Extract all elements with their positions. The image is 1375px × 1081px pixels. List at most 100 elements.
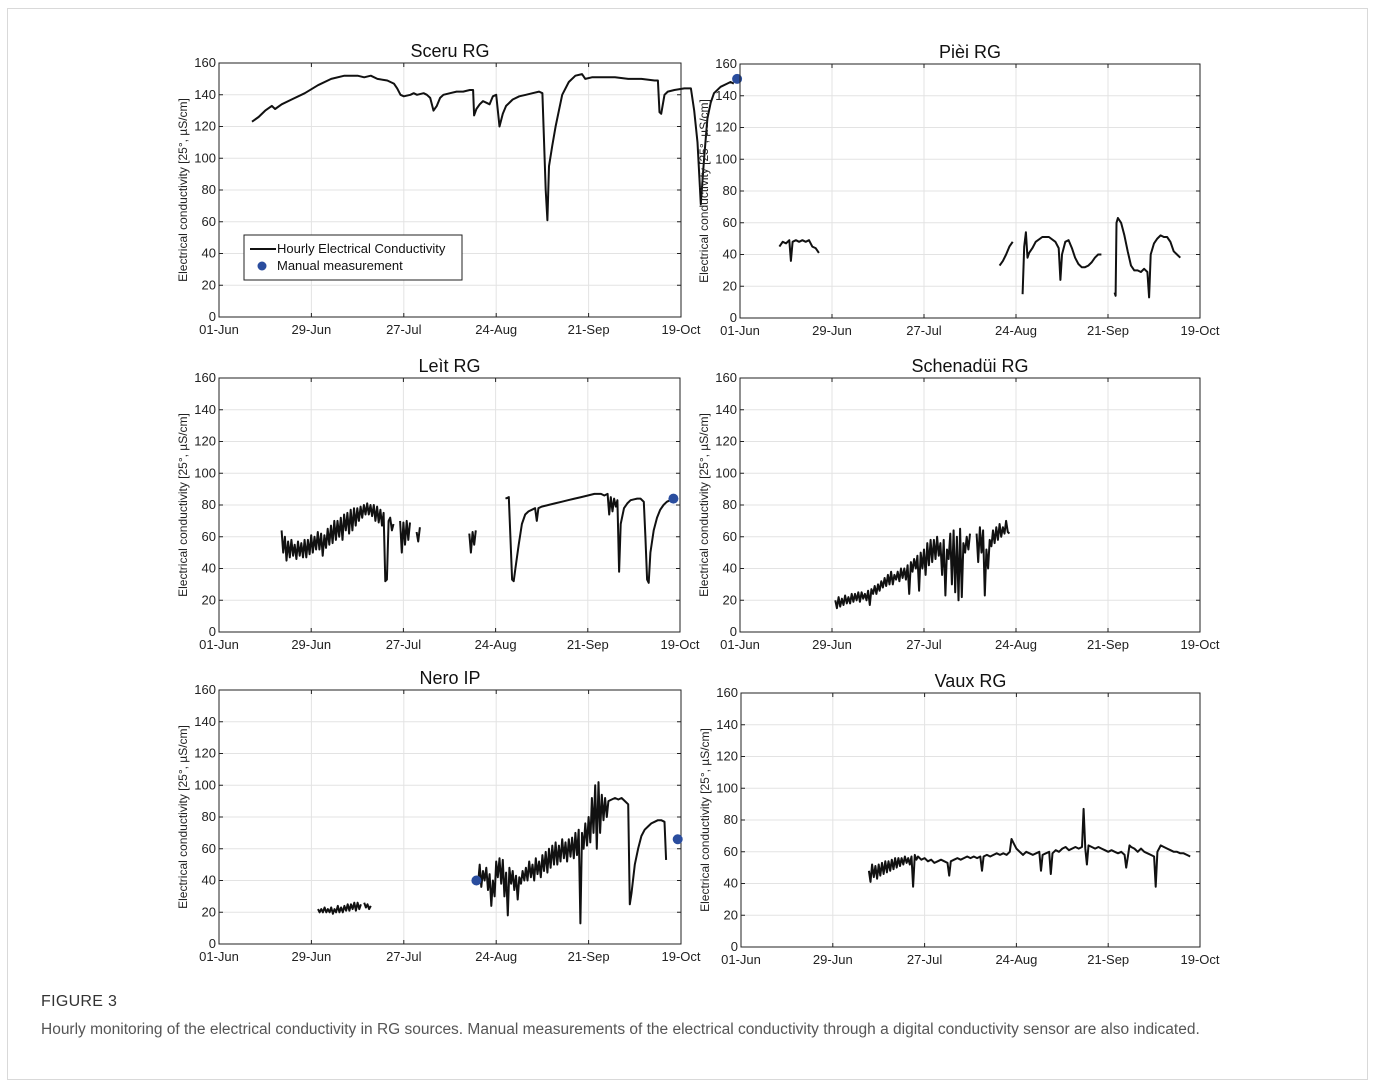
y-tick-label: 0 bbox=[209, 936, 216, 951]
manual-measurement-point bbox=[471, 875, 482, 886]
y-tick-label: 20 bbox=[202, 904, 216, 919]
chart-panel-4: 01-Jun 29-Jun 27-Jul 24-Aug 21-Sep 19-Oct 0 20 4… bbox=[176, 668, 701, 964]
panel-title: Sceru RG bbox=[410, 41, 489, 61]
y-tick-label: 0 bbox=[731, 939, 738, 954]
x-tick-label: 27-Jul bbox=[907, 952, 943, 967]
y-tick-label: 140 bbox=[194, 402, 216, 417]
ec-series-line bbox=[251, 73, 735, 222]
y-axis-label: Electrical conductivity [25°, µS/cm] bbox=[697, 413, 711, 597]
x-tick-label: 19-Oct bbox=[1180, 323, 1219, 338]
ec-series-line bbox=[1021, 231, 1102, 295]
y-tick-label: 20 bbox=[723, 278, 737, 293]
x-tick-label: 21-Sep bbox=[1087, 637, 1129, 652]
y-axis-label: Electrical conductivity [25°, µS/cm] bbox=[698, 728, 712, 912]
ec-series-line bbox=[399, 519, 411, 554]
x-tick-label: 01-Jun bbox=[199, 637, 239, 652]
y-tick-label: 160 bbox=[715, 370, 737, 385]
x-tick-label: 29-Jun bbox=[812, 637, 852, 652]
ec-series-line bbox=[975, 519, 1011, 597]
chart-panel-5: 01-Jun 29-Jun 27-Jul 24-Aug 21-Sep 19-Oct 0 20 4… bbox=[698, 671, 1220, 967]
y-axis-label: Electrical conductivity [25°, µS/cm] bbox=[176, 98, 190, 282]
x-tick-label: 21-Sep bbox=[568, 322, 610, 337]
figure-panels: 01-Jun 29-Jun 27-Jul 24-Aug 21-Sep 19-Oct 0 20 4… bbox=[176, 41, 1220, 967]
x-tick-label: 24-Aug bbox=[475, 949, 517, 964]
x-tick-label: 27-Jul bbox=[386, 949, 422, 964]
y-tick-label: 0 bbox=[730, 624, 737, 639]
x-tick-label: 19-Oct bbox=[661, 949, 700, 964]
ec-series-line bbox=[468, 530, 477, 554]
legend-entry: Hourly Electrical Conductivity bbox=[277, 241, 446, 256]
y-tick-label: 120 bbox=[194, 746, 216, 761]
y-tick-label: 100 bbox=[194, 150, 216, 165]
panel-title: Nero IP bbox=[419, 668, 480, 688]
x-tick-label: 21-Sep bbox=[1087, 952, 1129, 967]
y-tick-label: 100 bbox=[716, 780, 738, 795]
panel-title: Pièi RG bbox=[939, 42, 1001, 62]
y-tick-label: 60 bbox=[202, 841, 216, 856]
y-tick-label: 140 bbox=[194, 87, 216, 102]
x-tick-label: 21-Sep bbox=[1087, 323, 1129, 338]
ec-series-line bbox=[1113, 217, 1181, 299]
x-tick-label: 01-Jun bbox=[199, 949, 239, 964]
x-tick-label: 24-Aug bbox=[995, 637, 1037, 652]
y-tick-label: 160 bbox=[715, 56, 737, 71]
manual-measurement-point bbox=[732, 73, 743, 84]
y-tick-label: 100 bbox=[715, 151, 737, 166]
y-axis-label: Electrical conductivity [25°, µS/cm] bbox=[697, 99, 711, 283]
y-tick-label: 160 bbox=[194, 55, 216, 70]
y-axis-label: Electrical conductivity [25°, µS/cm] bbox=[176, 725, 190, 909]
y-tick-label: 60 bbox=[724, 844, 738, 859]
y-tick-label: 40 bbox=[202, 873, 216, 888]
y-tick-label: 0 bbox=[209, 624, 216, 639]
x-tick-label: 19-Oct bbox=[660, 637, 699, 652]
y-tick-label: 20 bbox=[202, 592, 216, 607]
manual-measurement-point bbox=[668, 493, 679, 504]
ec-series-line bbox=[363, 902, 372, 911]
y-tick-label: 160 bbox=[194, 682, 216, 697]
x-tick-label: 01-Jun bbox=[199, 322, 239, 337]
x-tick-label: 27-Jul bbox=[906, 637, 942, 652]
x-tick-label: 21-Sep bbox=[568, 949, 610, 964]
x-tick-label: 19-Oct bbox=[661, 322, 700, 337]
y-tick-label: 40 bbox=[724, 876, 738, 891]
ec-series-line bbox=[475, 781, 668, 925]
y-tick-label: 140 bbox=[716, 717, 738, 732]
ec-series-line bbox=[415, 527, 421, 543]
x-tick-label: 21-Sep bbox=[567, 637, 609, 652]
legend-marker-swatch bbox=[257, 261, 267, 271]
ec-series-line bbox=[778, 239, 820, 262]
chart-panel-2: 01-Jun 29-Jun 27-Jul 24-Aug 21-Sep 19-Oct 0 20 4… bbox=[176, 356, 700, 652]
y-axis-label: Electrical conductivity [25°, µS/cm] bbox=[176, 413, 190, 597]
y-tick-label: 0 bbox=[209, 309, 216, 324]
x-tick-label: 01-Jun bbox=[721, 952, 761, 967]
y-tick-label: 40 bbox=[723, 247, 737, 262]
x-tick-label: 29-Jun bbox=[291, 637, 331, 652]
figure-card bbox=[7, 8, 1368, 1080]
ec-series-line bbox=[280, 502, 395, 583]
y-tick-label: 120 bbox=[194, 119, 216, 134]
y-tick-label: 100 bbox=[715, 465, 737, 480]
y-tick-label: 100 bbox=[194, 465, 216, 480]
y-tick-label: 160 bbox=[194, 370, 216, 385]
y-tick-label: 80 bbox=[724, 812, 738, 827]
ec-series-line bbox=[867, 807, 1191, 888]
ec-series-line bbox=[998, 241, 1014, 267]
y-tick-label: 40 bbox=[723, 561, 737, 576]
y-tick-label: 120 bbox=[715, 434, 737, 449]
y-tick-label: 40 bbox=[202, 246, 216, 261]
y-tick-label: 140 bbox=[715, 402, 737, 417]
y-tick-label: 60 bbox=[723, 529, 737, 544]
figure-caption: Hourly monitoring of the electrical cond… bbox=[41, 1021, 1200, 1038]
y-tick-label: 80 bbox=[202, 182, 216, 197]
ec-series-line bbox=[505, 492, 671, 584]
y-tick-label: 160 bbox=[716, 685, 738, 700]
panel-title: Vaux RG bbox=[935, 671, 1007, 691]
chart-panel-1: 01-Jun 29-Jun 27-Jul 24-Aug 21-Sep 19-Oct 0 20 4… bbox=[697, 42, 1220, 338]
manual-measurement-point bbox=[672, 834, 683, 845]
y-tick-label: 60 bbox=[202, 214, 216, 229]
ec-series-line bbox=[834, 527, 971, 610]
y-tick-label: 80 bbox=[723, 183, 737, 198]
x-tick-label: 24-Aug bbox=[475, 322, 517, 337]
y-tick-label: 140 bbox=[194, 714, 216, 729]
y-tick-label: 0 bbox=[730, 310, 737, 325]
